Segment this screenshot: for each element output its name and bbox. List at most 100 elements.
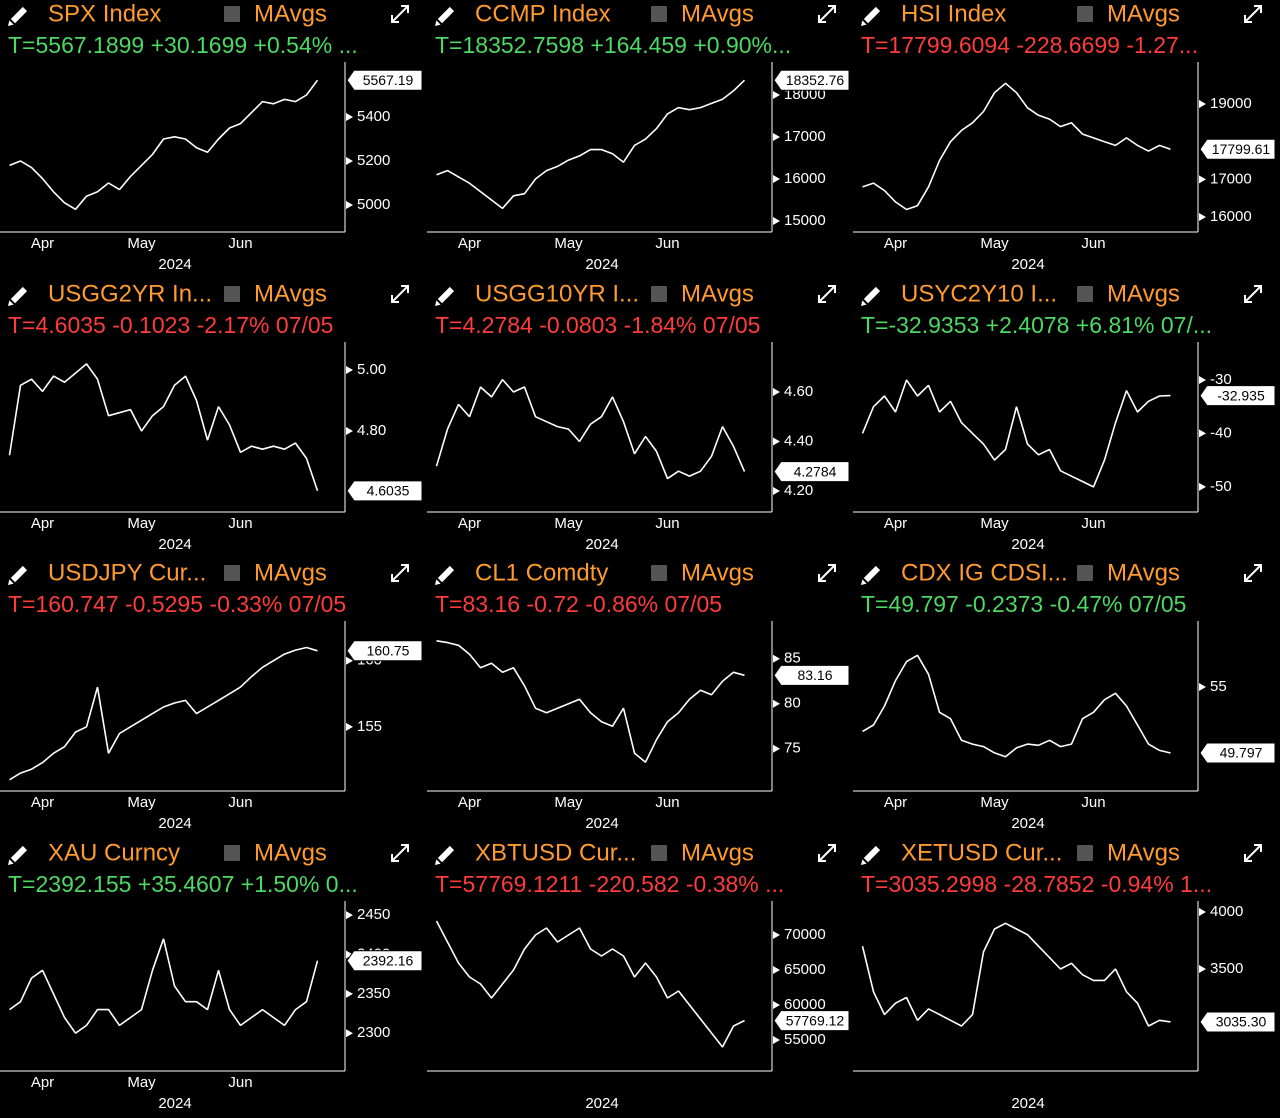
x-axis-year: 2024: [585, 815, 618, 832]
y-tick-label: 2350: [357, 985, 390, 1002]
expand-icon[interactable]: [818, 5, 836, 23]
quote-line: T=4.6035 -0.1023 -2.17% 07/05: [8, 312, 333, 338]
y-tick-mark: [1199, 100, 1206, 109]
checkbox[interactable]: [651, 565, 667, 581]
ticker-title: USGG2YR In...: [48, 280, 212, 307]
edit-icon[interactable]: [6, 845, 28, 867]
quote-line: T=83.16 -0.72 -0.86% 07/05: [435, 591, 722, 617]
checkbox[interactable]: [224, 565, 240, 581]
x-tick-label: Jun: [655, 794, 679, 811]
edit-icon-body: [863, 845, 881, 863]
checkbox[interactable]: [651, 286, 667, 302]
edit-icon[interactable]: [433, 845, 455, 867]
checkbox[interactable]: [224, 845, 240, 861]
mavgs-toggle[interactable]: MAvgs: [1107, 0, 1180, 27]
edit-icon-tip: [7, 300, 14, 307]
quote-line: T=5567.1899 +30.1699 +0.54% ...: [8, 32, 358, 58]
mavgs-toggle[interactable]: MAvgs: [681, 0, 754, 27]
y-tick-label: 17000: [1210, 170, 1252, 187]
edit-icon[interactable]: [6, 6, 28, 28]
checkbox[interactable]: [1077, 565, 1093, 581]
expand-arrow: [818, 564, 836, 582]
edit-icon[interactable]: [859, 286, 881, 308]
edit-icon-body: [437, 286, 455, 304]
y-tick-mark: [773, 437, 780, 446]
y-tick-label: 16000: [784, 170, 826, 187]
expand-icon[interactable]: [1244, 5, 1262, 23]
ticker-title: USDJPY Cur...: [48, 559, 206, 586]
last-value-tag: [346, 480, 423, 502]
expand-icon[interactable]: [818, 285, 836, 303]
edit-icon[interactable]: [433, 6, 455, 28]
x-tick-label: Apr: [884, 515, 907, 532]
y-tick-label: 3500: [1210, 960, 1243, 977]
edit-icon[interactable]: [433, 565, 455, 587]
expand-icon[interactable]: [391, 285, 409, 303]
last-value-label: 49.797: [1220, 745, 1263, 761]
expand-icon[interactable]: [818, 844, 836, 862]
mavgs-toggle[interactable]: MAvgs: [1107, 839, 1180, 866]
y-tick-label: 80: [784, 695, 801, 712]
mavgs-toggle[interactable]: MAvgs: [254, 839, 327, 866]
y-tick-mark: [346, 911, 353, 920]
expand-arrow: [818, 844, 836, 862]
x-tick-label: May: [127, 235, 156, 252]
mavgs-toggle[interactable]: MAvgs: [681, 559, 754, 586]
expand-icon[interactable]: [1244, 844, 1262, 862]
y-tick-mark: [773, 930, 780, 939]
checkbox[interactable]: [1077, 6, 1093, 22]
x-tick-label: Jun: [228, 794, 252, 811]
mavgs-toggle[interactable]: MAvgs: [1107, 280, 1180, 307]
y-tick-label: 155: [357, 718, 382, 735]
mavgs-toggle[interactable]: MAvgs: [1107, 559, 1180, 586]
last-value-tag: [773, 664, 850, 686]
expand-icon[interactable]: [818, 564, 836, 582]
x-tick-label: Apr: [458, 794, 481, 811]
x-tick-label: May: [127, 1074, 156, 1091]
mavgs-toggle[interactable]: MAvgs: [254, 559, 327, 586]
price-line: [9, 79, 319, 210]
edit-icon[interactable]: [859, 6, 881, 28]
chart-panel: USGG2YR In... MAvgs T=4.6035 -0.1023 -2.17…: [0, 280, 423, 553]
y-tick-mark: [1199, 175, 1206, 184]
x-tick-label: Apr: [884, 235, 907, 252]
y-tick-label: 60000: [784, 996, 826, 1013]
checkbox[interactable]: [651, 845, 667, 861]
checkbox[interactable]: [224, 6, 240, 22]
y-tick-mark: [1199, 907, 1206, 916]
checkbox[interactable]: [1077, 286, 1093, 302]
y-tick-mark: [773, 91, 780, 100]
chart-panel: USGG10YR I... MAvgs T=4.2784 -0.0803 -1.84…: [427, 280, 850, 553]
expand-icon[interactable]: [1244, 285, 1262, 303]
y-tick-mark: [773, 175, 780, 184]
last-value-label: 2392.16: [363, 952, 414, 968]
expand-icon[interactable]: [391, 5, 409, 23]
y-tick-mark: [346, 200, 353, 209]
ticker-title: XBTUSD Cur...: [475, 839, 636, 866]
checkbox[interactable]: [224, 286, 240, 302]
edit-icon[interactable]: [6, 565, 28, 587]
last-value-tag: [773, 1010, 850, 1032]
price-line: [9, 938, 319, 1034]
last-value-tag: [346, 69, 423, 91]
mavgs-toggle[interactable]: MAvgs: [254, 0, 327, 27]
edit-icon[interactable]: [859, 845, 881, 867]
mavgs-toggle[interactable]: MAvgs: [254, 280, 327, 307]
chart-panel: CCMP Index MAvgs T=18352.7598 +164.459 +0.…: [427, 0, 850, 273]
edit-icon[interactable]: [859, 565, 881, 587]
edit-icon-tip: [434, 579, 441, 586]
checkbox[interactable]: [1077, 845, 1093, 861]
edit-icon[interactable]: [433, 286, 455, 308]
y-tick-mark: [773, 133, 780, 142]
price-line: [9, 646, 318, 781]
mavgs-toggle[interactable]: MAvgs: [681, 839, 754, 866]
checkbox[interactable]: [651, 6, 667, 22]
expand-icon[interactable]: [391, 844, 409, 862]
expand-icon[interactable]: [391, 564, 409, 582]
expand-icon[interactable]: [1244, 564, 1262, 582]
mavgs-toggle[interactable]: MAvgs: [681, 280, 754, 307]
chart-panel: HSI Index MAvgs T=17799.6094 -228.6699 -1.…: [853, 0, 1276, 273]
last-value-label: 3035.30: [1216, 1014, 1267, 1030]
edit-icon[interactable]: [6, 286, 28, 308]
